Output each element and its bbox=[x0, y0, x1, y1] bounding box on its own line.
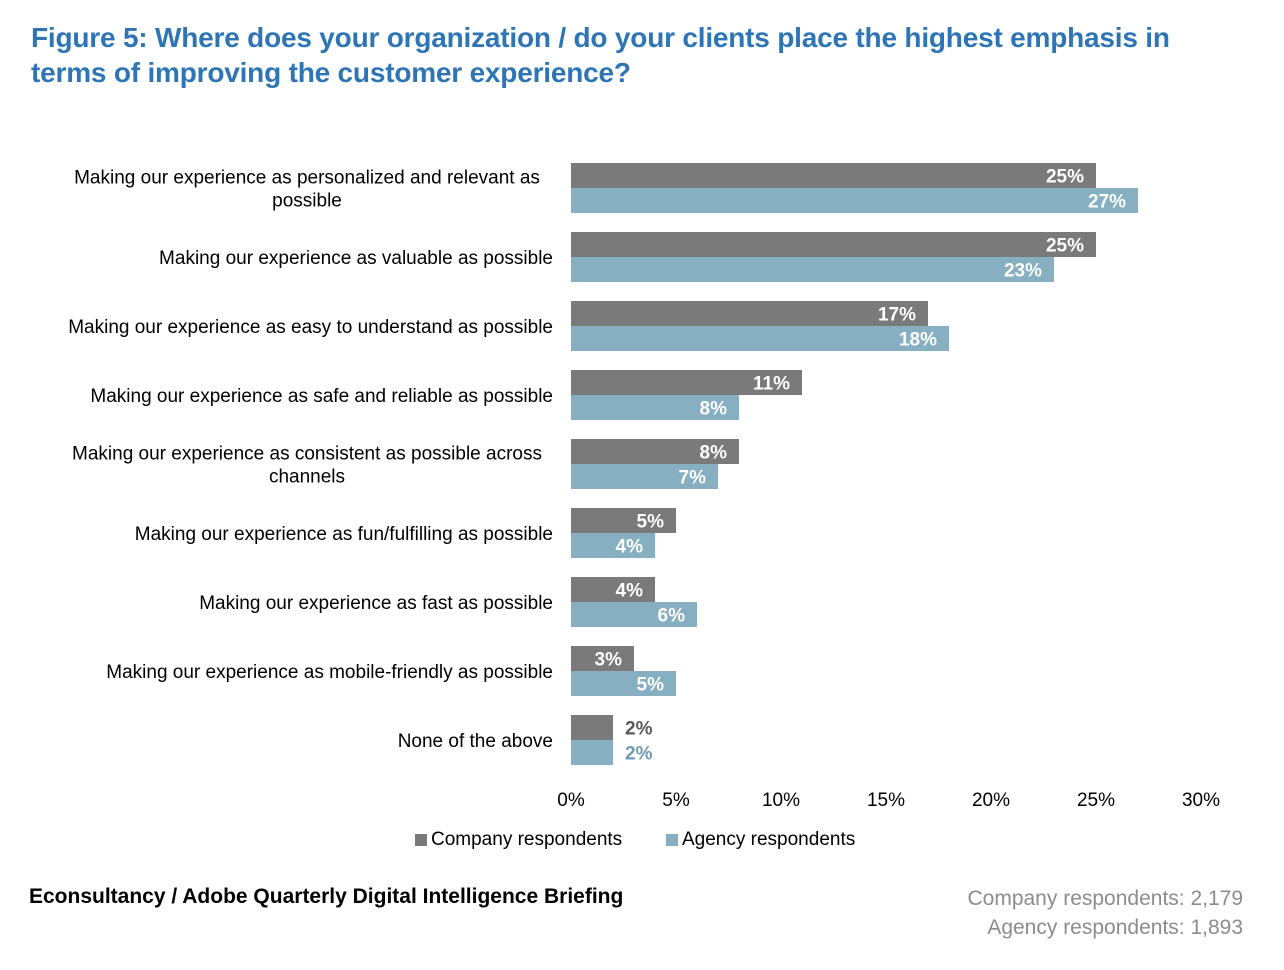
bar-agency bbox=[571, 533, 655, 558]
legend-swatch-agency bbox=[666, 834, 678, 846]
x-tick-label: 15% bbox=[867, 790, 905, 811]
x-tick-label: 20% bbox=[972, 790, 1010, 811]
x-tick-label: 5% bbox=[662, 790, 690, 811]
bar-agency bbox=[571, 464, 718, 489]
bar-agency bbox=[571, 188, 1138, 213]
agency-count: Agency respondents: 1,893 bbox=[987, 916, 1243, 939]
legend-item-agency: Agency respondents bbox=[666, 829, 855, 851]
bar-agency bbox=[571, 395, 739, 420]
data-label-agency: 18% bbox=[899, 330, 937, 351]
category-label: Making our experience as fun/fulfilling … bbox=[135, 524, 553, 545]
data-label-agency: 5% bbox=[637, 675, 665, 696]
bar-company bbox=[571, 370, 802, 395]
bar-company bbox=[571, 577, 655, 602]
data-label-agency: 6% bbox=[658, 606, 686, 627]
legend: Company respondents Agency respondents bbox=[0, 829, 1284, 855]
data-label-company: 5% bbox=[637, 512, 665, 533]
data-label-agency: 2% bbox=[625, 744, 653, 765]
source-note: Econsultancy / Adobe Quarterly Digital I… bbox=[29, 885, 624, 908]
data-label-company: 4% bbox=[616, 581, 644, 602]
data-label-agency: 27% bbox=[1088, 192, 1126, 213]
data-label-company: 3% bbox=[595, 650, 623, 671]
bar-company bbox=[571, 301, 928, 326]
legend-item-company: Company respondents bbox=[415, 829, 622, 851]
company-count: Company respondents: 2,179 bbox=[967, 887, 1243, 910]
category-label: Making our experience as safe and reliab… bbox=[90, 386, 553, 407]
bar-company bbox=[571, 163, 1096, 188]
bar-agency bbox=[571, 257, 1054, 282]
data-label-company: 8% bbox=[700, 443, 728, 464]
bar-agency bbox=[571, 326, 949, 351]
data-label-company: 11% bbox=[753, 374, 790, 395]
category-label: Making our experience as valuable as pos… bbox=[159, 248, 553, 269]
data-label-agency: 7% bbox=[679, 468, 707, 489]
data-label-agency: 4% bbox=[616, 537, 644, 558]
bar-chart: Making our experience as personalized an… bbox=[68, 163, 1220, 811]
x-tick-label: 25% bbox=[1077, 790, 1115, 811]
category-label: Making our experience as easy to underst… bbox=[68, 317, 553, 338]
category-label: None of the above bbox=[398, 731, 553, 752]
x-tick-label: 10% bbox=[762, 790, 800, 811]
data-label-company: 2% bbox=[625, 719, 653, 740]
bar-company bbox=[571, 232, 1096, 257]
data-label-company: 25% bbox=[1046, 236, 1084, 257]
bar-agency bbox=[571, 671, 676, 696]
legend-label-agency: Agency respondents bbox=[682, 829, 856, 850]
bar-company bbox=[571, 715, 613, 740]
category-label: Making our experience as fast as possibl… bbox=[199, 593, 553, 614]
category-label: Making our experience as consistent as p… bbox=[72, 444, 542, 488]
category-label: Making our experience as mobile-friendly… bbox=[106, 662, 553, 683]
data-label-company: 25% bbox=[1046, 167, 1084, 188]
figure-title: Figure 5: Where does your organization /… bbox=[31, 22, 1170, 88]
bar-company bbox=[571, 439, 739, 464]
x-tick-label: 0% bbox=[557, 790, 585, 811]
data-label-company: 17% bbox=[878, 305, 916, 326]
legend-swatch-company bbox=[415, 834, 427, 846]
bar-company bbox=[571, 646, 634, 671]
category-label: Making our experience as personalized an… bbox=[74, 168, 540, 212]
data-label-agency: 8% bbox=[700, 399, 728, 420]
bar-agency bbox=[571, 602, 697, 627]
bar-company bbox=[571, 508, 676, 533]
bar-agency bbox=[571, 740, 613, 765]
legend-label-company: Company respondents bbox=[431, 829, 623, 850]
data-label-agency: 23% bbox=[1004, 261, 1042, 282]
x-tick-label: 30% bbox=[1182, 790, 1220, 811]
respondent-counts: Company respondents: 2,179 Agency respon… bbox=[967, 884, 1243, 942]
